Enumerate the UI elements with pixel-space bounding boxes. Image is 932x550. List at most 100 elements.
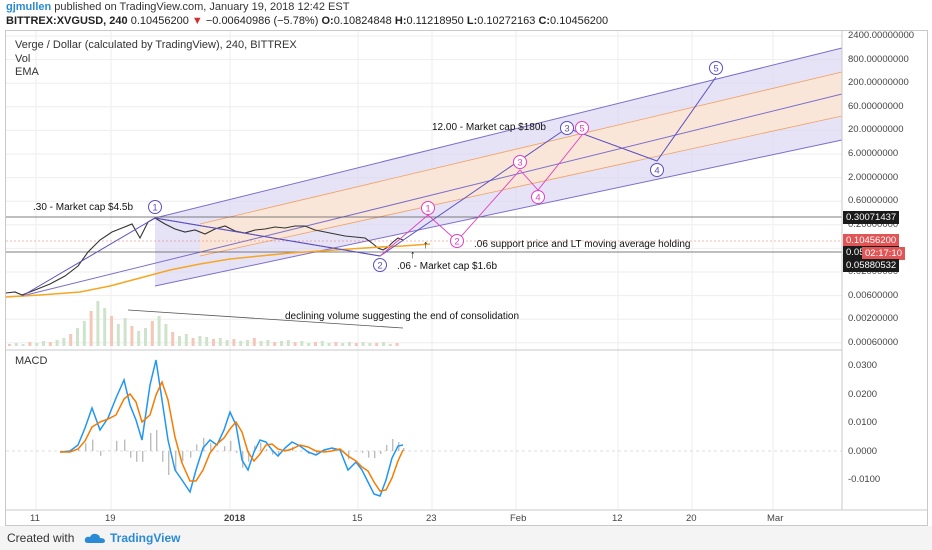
macd-histogram-bar xyxy=(85,443,87,451)
macd-histogram-bar xyxy=(108,450,110,451)
volume-bar xyxy=(239,341,243,346)
time-tick-label: 2018 xyxy=(224,513,246,524)
time-tick-label: 19 xyxy=(105,513,116,524)
volume-bar xyxy=(137,331,141,346)
macd-histogram-bar xyxy=(100,451,102,456)
last-price-tag: 0.10456200 xyxy=(843,234,900,247)
macd-histogram-bar xyxy=(272,451,274,455)
wave-marker-circle xyxy=(450,234,464,248)
time-tick-label: 23 xyxy=(426,513,437,524)
annotation-cap-16: .06 - Market cap $1.6b xyxy=(397,261,498,272)
volume-bar xyxy=(388,344,392,346)
macd-histogram-bar xyxy=(260,442,262,451)
price-tick-label: 200.00000000 xyxy=(848,77,909,89)
time-tick-label: 12 xyxy=(612,513,623,524)
macd-histogram-bar xyxy=(362,451,364,453)
macd-histogram-bar xyxy=(316,451,318,454)
volume-bar xyxy=(273,342,277,346)
wave-marker-label: 1 xyxy=(152,203,157,214)
price-tick-label: 2400.00000000 xyxy=(848,30,915,41)
wave-marker-circle xyxy=(373,258,387,272)
low-value: 0.10272163 xyxy=(477,15,536,27)
macd-tick-label: 0.0300 xyxy=(848,360,878,371)
open-label: O: xyxy=(321,15,334,27)
volume-bar xyxy=(280,341,283,346)
volume-bar xyxy=(259,341,263,346)
low-label: L: xyxy=(466,15,478,27)
down-triangle-icon: ▼ xyxy=(191,15,203,27)
price-tick-label: 0.60000000 xyxy=(848,195,899,207)
volume-bar xyxy=(48,342,52,346)
volume-bar xyxy=(150,321,154,346)
blue-wave-path xyxy=(21,76,717,297)
wave-marker-label: 3 xyxy=(564,124,569,135)
macd-histogram-bar xyxy=(266,449,268,451)
ema-label: EMA xyxy=(15,66,39,78)
macd-histogram-bar xyxy=(92,439,94,451)
macd-histogram-bar xyxy=(300,451,302,452)
price-tick-label: 6.00000000 xyxy=(848,148,899,159)
time-tick-label: 15 xyxy=(352,513,363,524)
author-link[interactable]: gjmullen xyxy=(6,1,52,13)
wave-marker-circle xyxy=(575,121,589,135)
macd-histogram-bar xyxy=(150,433,152,451)
wave-marker-circle xyxy=(513,155,527,169)
macd-histogram-bar xyxy=(348,451,350,460)
volume-bar xyxy=(42,341,45,346)
blue-wave-leg xyxy=(154,217,381,257)
annotation-support: .06 support price and LT moving average … xyxy=(474,239,691,250)
high-line-tag: 0.30071437 xyxy=(843,211,900,224)
chart-title: Verge / Dollar (calculated by TradingVie… xyxy=(15,39,297,51)
volume-bar xyxy=(28,342,32,346)
time-tick-label: 11 xyxy=(30,513,40,524)
volume-bar xyxy=(178,336,181,346)
volume-bar xyxy=(266,340,270,346)
channel-lines xyxy=(21,47,843,297)
wave-marker-label: 2 xyxy=(377,261,382,272)
wave-marker-label: 4 xyxy=(654,166,659,177)
volume-bar xyxy=(164,324,168,346)
volume-bar xyxy=(14,343,18,346)
macd-histogram-bar xyxy=(380,451,382,454)
channel-lower-line xyxy=(154,139,843,287)
volume-bar xyxy=(341,343,345,346)
volume-bar xyxy=(184,334,188,346)
pink-wave-lines xyxy=(379,134,583,257)
price-tick-label: 0.00200000 xyxy=(848,313,899,325)
macd-histogram-bar xyxy=(156,430,158,451)
created-with-label: Created with xyxy=(7,531,75,545)
macd-histogram-bar xyxy=(368,451,370,458)
low-level-tag: 0.05880532 xyxy=(843,259,900,272)
volume-bar xyxy=(300,341,304,346)
volume-bar xyxy=(198,336,202,346)
volume-bar xyxy=(314,342,317,346)
ema-line xyxy=(5,243,431,298)
chart-frame xyxy=(5,30,928,526)
price-tick-label: 20.00000000 xyxy=(848,124,904,136)
volume-bar xyxy=(232,339,236,346)
volume-bar xyxy=(103,308,107,346)
macd-histogram-bar xyxy=(217,451,219,452)
volume-bar xyxy=(293,342,297,346)
macd-tick-label: 0.0000 xyxy=(848,445,878,457)
wave-marker-circle xyxy=(709,61,723,75)
price-tick-label: 0.00060000 xyxy=(848,336,899,348)
tradingview-brand-link[interactable]: TradingView xyxy=(110,531,181,545)
wave-marker-label: 3 xyxy=(517,158,522,169)
macd-histogram-bar xyxy=(175,451,177,471)
up-arrow-icon: ↑ xyxy=(423,239,429,251)
macd-tick-label: 0.0100 xyxy=(848,417,878,429)
volume-bar xyxy=(334,342,338,346)
macd-histogram-bar xyxy=(356,451,358,452)
volume-bar xyxy=(212,339,215,346)
macd-histogram-bar xyxy=(190,451,192,458)
macd-histogram-bar xyxy=(386,445,388,451)
macd-line xyxy=(59,359,404,497)
high-value: 0.11218950 xyxy=(406,15,464,27)
volume-bar xyxy=(157,316,161,346)
macd-tick-label: 0.0200 xyxy=(848,388,878,400)
volume-bar xyxy=(382,342,385,346)
volume-bar xyxy=(8,344,11,346)
macd-histogram-bar xyxy=(196,444,198,451)
